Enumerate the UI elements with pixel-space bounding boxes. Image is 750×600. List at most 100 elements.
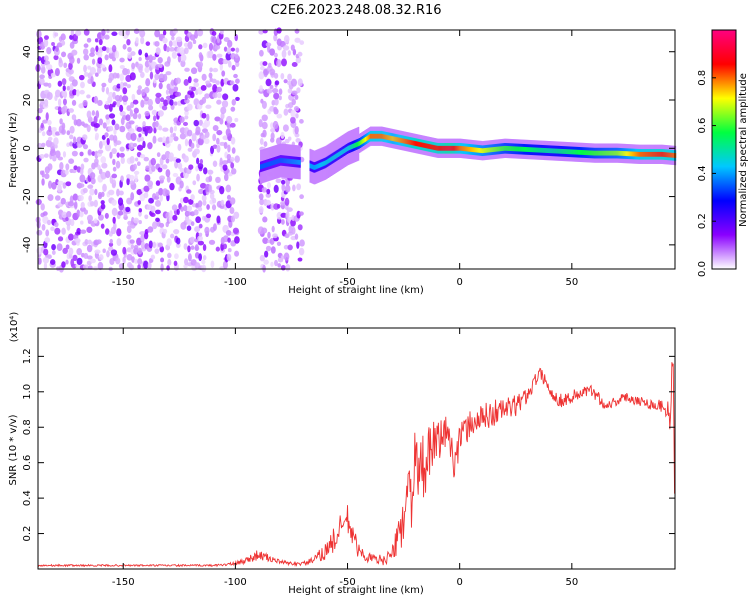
spectrogram-cell [167, 252, 172, 259]
spectrogram-cell [45, 112, 49, 121]
x-tick-label: -150 [112, 577, 135, 588]
spectrogram-cell [549, 148, 552, 154]
spectrogram-cell [202, 199, 207, 206]
spectrogram-cell [101, 46, 107, 52]
spectrogram-cell [199, 182, 207, 189]
spectrogram-cell [519, 146, 521, 152]
spectrogram-cell [581, 149, 583, 155]
spectrogram-cell [427, 143, 429, 149]
spectrogram-cell [165, 71, 172, 76]
spectrogram-cell [46, 91, 53, 101]
spectrogram-cell [464, 146, 467, 152]
spectrogram-cell [61, 128, 66, 135]
spectrogram-cell [153, 78, 157, 84]
spectrogram-cell [520, 146, 522, 152]
spectrogram-cell [86, 214, 93, 222]
spectrogram-cell [408, 139, 410, 145]
spectrogram-cell [496, 146, 498, 152]
spectrogram-cell [283, 108, 289, 116]
spectrogram-cell [80, 229, 87, 234]
spectrogram-cell [465, 146, 468, 152]
snr-frame [37, 327, 676, 570]
spectrogram-cell [173, 260, 178, 267]
spectrogram-cell [193, 81, 200, 88]
spectrogram-cell [113, 222, 117, 230]
spectrogram-cell [131, 62, 136, 70]
spectrogram-cell [175, 158, 181, 163]
spectrogram-cell [121, 95, 129, 102]
spectrogram-cell [261, 100, 267, 109]
spectrogram-cell [197, 61, 204, 68]
spectrogram-cell [82, 187, 88, 194]
spectrogram-cell [653, 151, 655, 157]
spectrogram-cell [595, 150, 597, 156]
spectrogram-cell [125, 29, 130, 36]
spectrogram-cell [57, 184, 62, 193]
spectrogram-cell [436, 145, 438, 151]
spectrogram-cell [107, 96, 113, 104]
spectrogram-cell [198, 232, 203, 237]
spectrogram-cell [443, 145, 446, 151]
spectrogram-cell [278, 158, 280, 164]
spectrogram-cell [508, 146, 510, 151]
spectrogram-cell [170, 233, 175, 239]
spectrogram-cell [119, 146, 125, 152]
spectrogram-cell [212, 197, 217, 204]
spectrogram-cell [295, 113, 299, 119]
spectrogram-cell [284, 197, 290, 206]
spectrogram-cell [274, 80, 280, 86]
spectrogram-cell [352, 143, 355, 149]
spectrogram-cell [190, 245, 195, 250]
spectrogram-cell [71, 99, 77, 106]
spectrogram-cell [541, 147, 543, 153]
spectrogram-cell [487, 147, 489, 153]
spectrogram-cell [392, 136, 394, 142]
spectrogram-cell [150, 205, 156, 213]
spectrogram-cell [62, 105, 68, 113]
spectrogram-cell [512, 146, 514, 152]
spectrogram-cell [646, 151, 648, 157]
spectrogram-cell [389, 135, 391, 141]
spectrogram-cell [136, 126, 143, 133]
spectrogram-cell [276, 59, 282, 68]
spectrogram-cell [125, 114, 131, 122]
spectrogram-cell [419, 142, 421, 147]
spectrogram-cell [260, 164, 262, 170]
spectrogram-cell [142, 120, 146, 128]
spectrogram-cell [201, 96, 207, 104]
spectrogram-cell [271, 88, 279, 94]
spectrogram-cell [171, 35, 175, 41]
spectrogram-cell [385, 134, 387, 140]
spectrogram-cell [39, 74, 45, 79]
spectrogram-cell [46, 219, 52, 226]
spectrogram-cell [82, 48, 89, 56]
spectrogram-cell [82, 264, 89, 270]
spectrogram-cell [296, 183, 302, 191]
spectrogram-cell [467, 146, 470, 152]
spectrogram-cell [106, 250, 110, 258]
spectrogram-cell [605, 150, 607, 156]
spectrogram-cell [528, 147, 530, 152]
spectrogram-cell [449, 145, 452, 151]
spectrogram-cell [137, 264, 141, 270]
spectrogram-cell [267, 162, 269, 168]
spectrogram-cell [216, 129, 223, 136]
spectrogram-cell [84, 238, 89, 245]
spectrogram-cell [625, 151, 627, 157]
spectrogram-cell [116, 188, 120, 197]
spectrogram-cell [119, 94, 123, 103]
spectrogram-cell [162, 127, 169, 132]
spectrogram-cell [132, 112, 138, 120]
spectrogram-cell [61, 89, 66, 97]
spectrogram-cell [207, 50, 214, 59]
spectrogram-cell [207, 169, 214, 175]
spectrogram-cell [196, 157, 200, 165]
spectrogram-cell [146, 126, 153, 134]
spectrogram-cell [157, 57, 163, 64]
spectrogram-cell [114, 50, 120, 59]
spectrogram-cell [102, 122, 107, 129]
spectrogram-cell [200, 85, 207, 91]
spectrogram-cell [502, 146, 504, 151]
spectrogram-cell [414, 140, 416, 146]
spectrogram-cell [489, 147, 491, 153]
